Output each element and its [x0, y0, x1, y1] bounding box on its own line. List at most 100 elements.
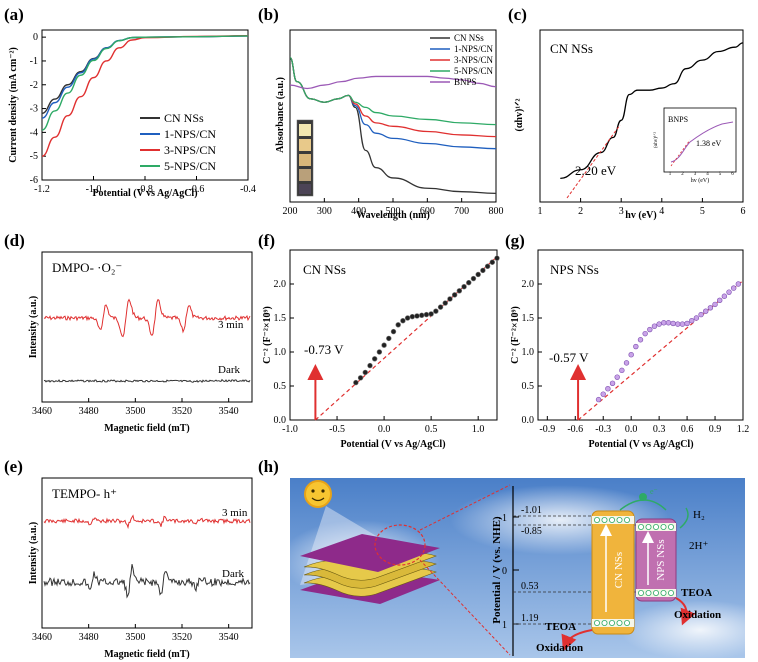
c-xtick-label: 6	[741, 206, 746, 217]
a-ytick-label: -3	[30, 104, 38, 115]
sample-photos	[296, 119, 314, 197]
plot-frame-d	[41, 251, 253, 403]
data-point	[414, 313, 420, 319]
band-diagram: Potential / V (vs. NHE) -1 0 1 -1.01 -0.…	[491, 486, 721, 656]
hole-dot	[624, 620, 631, 627]
data-point	[475, 271, 481, 278]
f-ytick-label: 1.0	[274, 347, 287, 358]
g-xtick-label: 0.6	[681, 424, 694, 435]
data-point	[670, 320, 676, 327]
legend-label: 5-NPS/CN	[454, 66, 494, 76]
a-ytick-label: -2	[30, 80, 38, 91]
panel-g: (g) -0.9 -0.6 -0.3 0.0 0.3 0.6 0.9 1.2 0.0 0.5 1.0…	[505, 231, 749, 450]
a-ytick-label: -4	[30, 127, 38, 138]
panel-b: (b) 200 300 400 500 600 700 800 Wavelength (nm…	[258, 5, 504, 221]
legend-label: CN NSs	[454, 33, 484, 43]
photo-sample-bnps	[299, 184, 311, 194]
data-point	[600, 391, 606, 397]
inset-xtick-label: 6	[731, 172, 734, 177]
data-point	[437, 304, 444, 310]
inset-curve	[670, 121, 734, 163]
inset-ylabel: (αhv)¹ᐟ²	[653, 131, 659, 148]
g-xtick-label: 1.2	[737, 424, 750, 435]
panel-label-b: (b)	[258, 5, 279, 24]
x-axis-label-b: Wavelength (nm)	[356, 210, 430, 221]
series-line-5-nps-cn	[41, 35, 249, 131]
legend-label: 3-NPS/CN	[454, 55, 494, 65]
inset-label: BNPS	[668, 115, 688, 124]
h2-label: H₂	[693, 509, 705, 521]
data-point	[637, 337, 644, 343]
panel-label-c: (c)	[508, 5, 527, 24]
a-xtick-label: -0.6	[189, 184, 205, 195]
photo-sample-3	[299, 154, 311, 166]
data-point	[707, 305, 714, 311]
cn-band-label: CN NSs	[613, 552, 625, 588]
x-axis-label-e: Magnetic field (mT)	[104, 649, 190, 660]
g-ytick-label: 0.0	[522, 415, 535, 426]
data-point	[489, 259, 495, 265]
a-xtick-label: -0.8	[137, 184, 153, 195]
trace-label-3min-d: 3 min	[218, 319, 244, 331]
c-xtick-label: 5	[700, 206, 705, 217]
data-point	[689, 318, 695, 324]
data-point	[494, 255, 500, 261]
d-xtick-label: 3500	[125, 406, 145, 417]
f-ytick-label: 0.5	[274, 381, 287, 392]
data-point	[390, 328, 397, 335]
g-xtick-label: 0.3	[653, 424, 666, 435]
hole-dot	[638, 590, 645, 597]
f-xtick-label: 0.5	[425, 424, 438, 435]
data-point	[712, 301, 718, 308]
data-point	[684, 320, 690, 327]
axis-tick-label: -1	[499, 513, 507, 524]
trace-label-dark-d: Dark	[218, 364, 240, 376]
f-ytick-label: 1.5	[274, 313, 287, 324]
legend-label: 1-NPS/CN	[454, 44, 494, 54]
electron-dot	[601, 517, 608, 524]
legend-label: BNPS	[454, 77, 477, 87]
data-point	[730, 285, 737, 291]
a-ytick-label: -6	[30, 175, 38, 186]
trace-label-dark-e: Dark	[222, 568, 244, 580]
data-point	[456, 288, 463, 294]
data-point	[470, 275, 477, 282]
hole-dot	[594, 620, 601, 627]
electron-dot	[668, 524, 675, 531]
x-axis-label-d: Magnetic field (mT)	[104, 423, 190, 434]
f-xtick-label: 1.0	[472, 424, 485, 435]
data-point	[386, 335, 392, 342]
series-line-cn-nss	[41, 35, 249, 115]
x-axis-label-g: Potential (V vs Ag/AgCl)	[588, 439, 693, 450]
d-xtick-label: 3540	[219, 406, 239, 417]
bandgap-label-c: 2.20 eV	[575, 163, 617, 178]
plot-frame-e	[41, 477, 253, 629]
series-label-f: CN NSs	[303, 262, 346, 277]
d-xtick-label: 3520	[172, 406, 192, 417]
a-ytick-label: -5	[30, 151, 38, 162]
data-point	[357, 375, 364, 381]
panel-label-h: (h)	[258, 457, 279, 476]
e-xtick-label: 3500	[125, 632, 145, 643]
c-xtick-label: 1	[538, 206, 543, 217]
hole-dot	[668, 590, 675, 597]
electron-icon	[639, 493, 647, 501]
g-xtick-label: -0.6	[567, 424, 583, 435]
data-point	[642, 330, 648, 337]
data-point	[623, 360, 630, 366]
data-point	[433, 308, 439, 314]
inset-annotation: 1.38 eV	[696, 139, 722, 148]
legend-label: CN NSs	[164, 111, 204, 125]
g-ytick-label: 1.0	[522, 347, 535, 358]
epr-trace-dark-e	[43, 564, 251, 599]
d-xtick-label: 3480	[79, 406, 99, 417]
data-point	[726, 289, 732, 295]
zoom-line	[419, 559, 511, 656]
panel-label-f: (f)	[258, 231, 275, 250]
data-point	[461, 284, 467, 290]
epr-trace-3min-d	[43, 298, 251, 338]
b-xtick-label: 700	[454, 206, 469, 217]
legend-label: 5-NPS/CN	[164, 159, 216, 173]
data-point	[466, 279, 472, 286]
